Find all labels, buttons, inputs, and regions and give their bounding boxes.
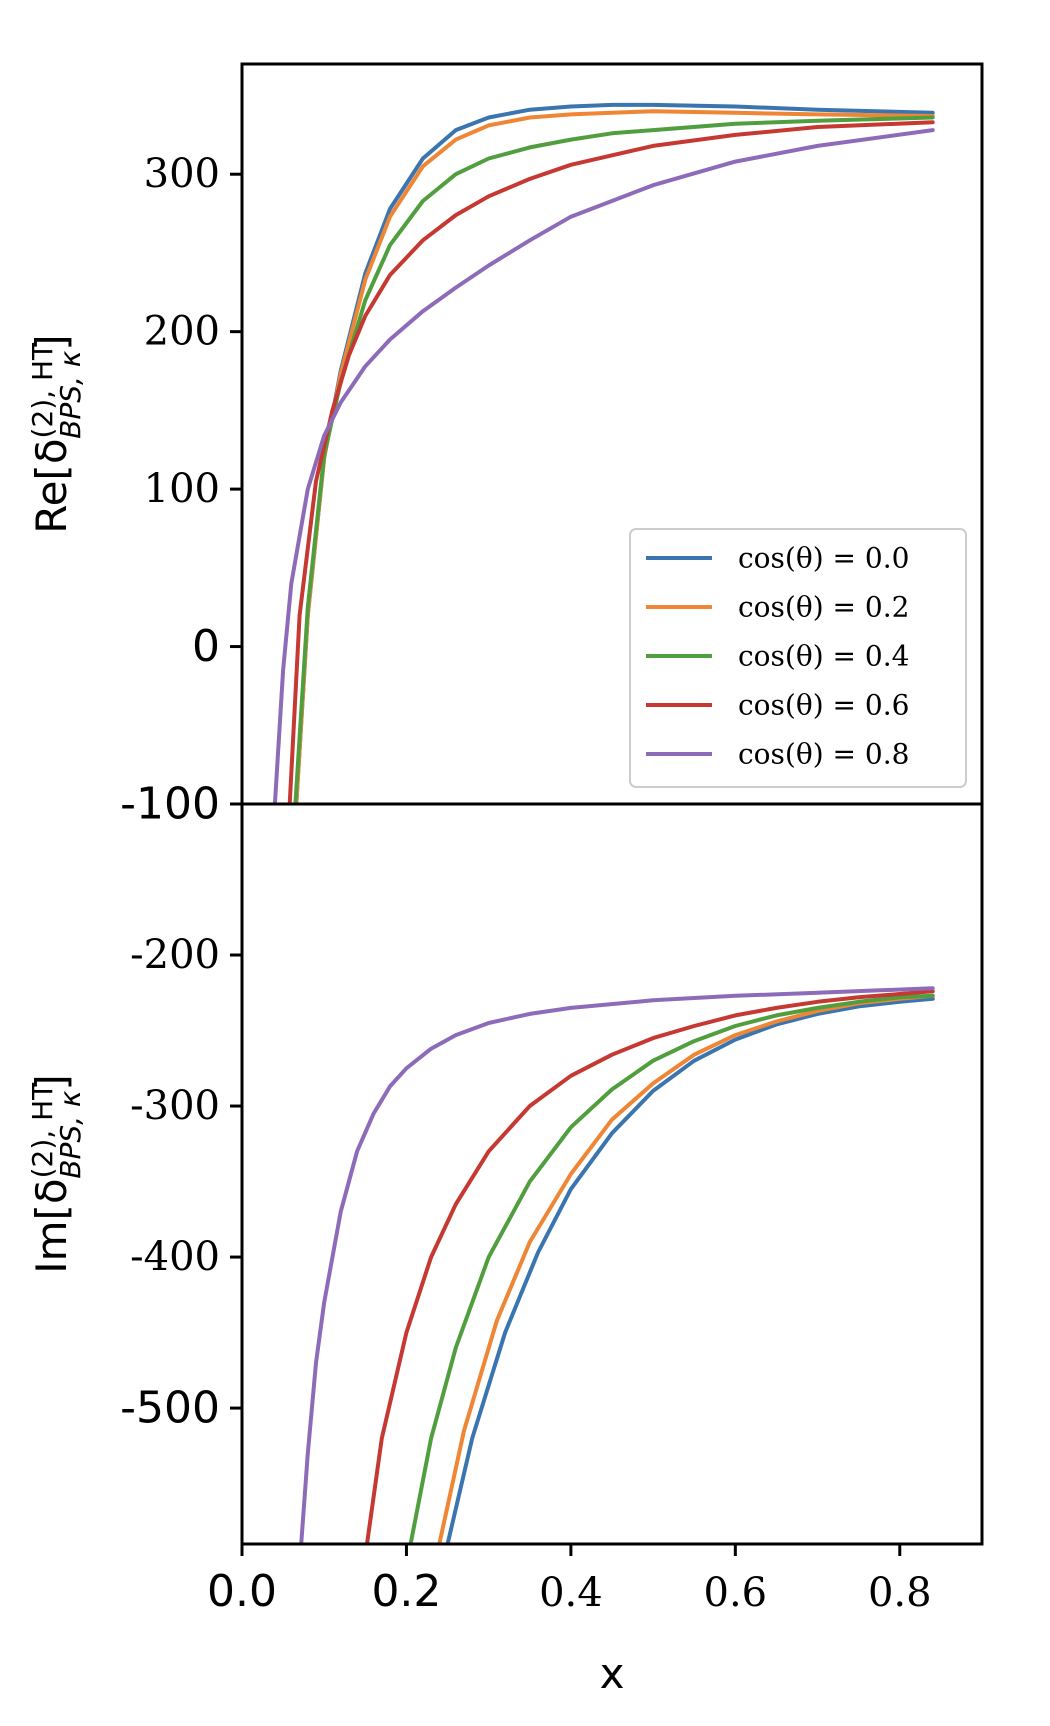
top-y-tick-label-0: -100 <box>120 779 220 830</box>
top-y-tick-label-4: 300 <box>144 151 220 197</box>
legend-label-4: cos(θ) = 0.8 <box>738 738 909 771</box>
x-tick-label-4: 0.8 <box>868 1570 932 1616</box>
top-series-lines <box>272 102 935 804</box>
bottom-panel-im: -200 -300 -400 -500 0.0 0.2 0.4 0.6 0.8 Im[δ(2)… <box>26 802 984 1698</box>
x-tick-label-0: 0.0 <box>207 1566 277 1617</box>
bottom-series-line-3 <box>365 989 935 1544</box>
top-y-tick-label-1: 0 <box>192 621 220 672</box>
top-series-line-3 <box>287 120 935 804</box>
bottom-y-tick-label-0: -200 <box>130 932 220 978</box>
x-tick-label-3: 0.6 <box>704 1570 768 1616</box>
legend-label-0: cos(θ) = 0.0 <box>738 542 909 575</box>
top-y-tick-label-2: 100 <box>144 466 220 512</box>
legend-label-2: cos(θ) = 0.4 <box>738 640 909 673</box>
bottom-y-tick-label-1: -300 <box>130 1083 220 1129</box>
bottom-y-axis-label: Im[δ(2), HTBPS, κ] <box>26 1074 87 1274</box>
bottom-y-tick-label-2: -400 <box>130 1234 220 1280</box>
legend-entries: cos(θ) = 0.0 cos(θ) = 0.2 cos(θ) = 0.4 cos(… <box>646 542 909 771</box>
bottom-series-lines <box>299 986 935 1544</box>
x-axis-label: x <box>600 1649 625 1698</box>
legend: cos(θ) = 0.0 cos(θ) = 0.2 cos(θ) = 0.4 cos(… <box>629 528 967 788</box>
bottom-series-line-0 <box>445 996 935 1544</box>
top-y-ticks: -100 0 100 200 300 <box>120 151 242 830</box>
top-y-axis-label: Re[δ(2), HTBPS, κ] <box>26 334 87 533</box>
top-y-tick-label-3: 200 <box>144 309 220 355</box>
top-series-line-4 <box>272 128 935 804</box>
bottom-series-line-2 <box>408 993 935 1544</box>
bottom-y-ticks: -200 -300 -400 -500 <box>120 932 242 1434</box>
bottom-y-tick-label-3: -500 <box>120 1383 220 1434</box>
bottom-series-line-4 <box>299 986 935 1544</box>
legend-label-1: cos(θ) = 0.2 <box>738 591 909 624</box>
x-tick-label-1: 0.2 <box>371 1566 441 1617</box>
x-tick-label-2: 0.4 <box>539 1570 603 1616</box>
top-panel-re: -100 0 100 200 300 Re[δ(2), HTBPS, κ] cos(θ)… <box>26 62 984 830</box>
bottom-plot-frame <box>240 802 984 1546</box>
legend-label-3: cos(θ) = 0.6 <box>738 689 909 722</box>
bottom-x-ticks: 0.0 0.2 0.4 0.6 0.8 <box>207 1544 932 1617</box>
legend-box <box>629 528 967 788</box>
